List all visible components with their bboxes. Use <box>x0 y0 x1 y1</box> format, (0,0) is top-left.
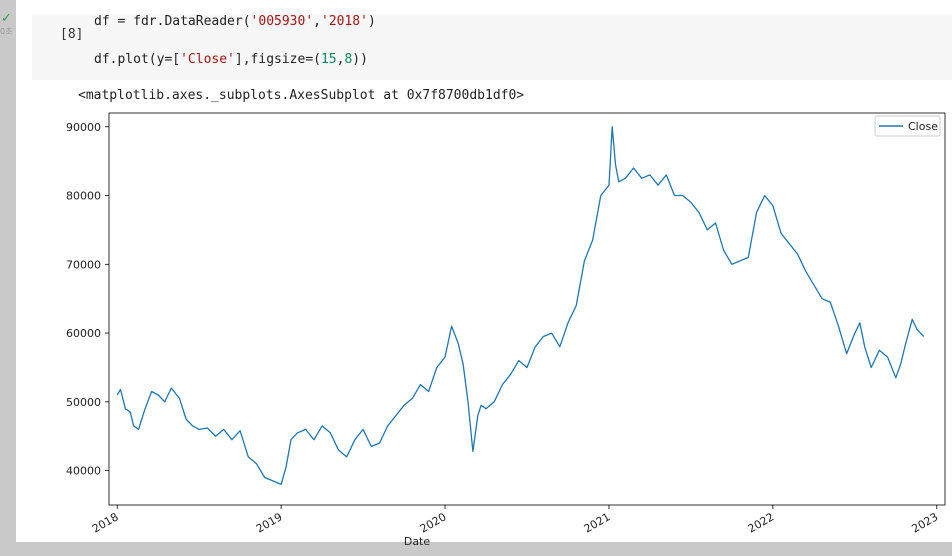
execution-count: [8] <box>60 27 84 42</box>
x-tick-label: 2019 <box>254 510 285 535</box>
y-tick-label: 50000 <box>66 396 101 409</box>
x-axis-label: Date <box>404 535 431 548</box>
legend-label: Close <box>908 120 938 133</box>
plot-frame <box>108 112 946 506</box>
code-line-1[interactable]: df = fdr.DataReader('005930','2018') <box>94 14 376 29</box>
legend-box <box>874 115 941 137</box>
x-tick-label: 2020 <box>418 510 449 535</box>
run-time-label: 0초 <box>0 27 13 36</box>
y-tick-label: 40000 <box>66 465 101 478</box>
x-tick-label: 2023 <box>910 510 941 535</box>
code-cell[interactable]: [8] df = fdr.DataReader('005930','2018')… <box>32 14 952 80</box>
y-tick-label: 90000 <box>66 121 101 134</box>
check-icon: ✓ <box>1 11 12 26</box>
cell-output-text: <matplotlib.axes._subplots.AxesSubplot a… <box>78 88 525 103</box>
series-line-close <box>116 126 925 486</box>
y-tick-label: 70000 <box>66 258 101 271</box>
code-line-2[interactable]: df.plot(y=['Close'],figsize=(15,8)) <box>94 52 368 67</box>
x-tick-label: 2022 <box>746 510 777 535</box>
y-tick-label: 80000 <box>66 190 101 203</box>
x-tick-label: 2021 <box>582 510 613 535</box>
x-tick-label: 2018 <box>90 510 121 535</box>
y-tick-label: 60000 <box>66 327 101 340</box>
